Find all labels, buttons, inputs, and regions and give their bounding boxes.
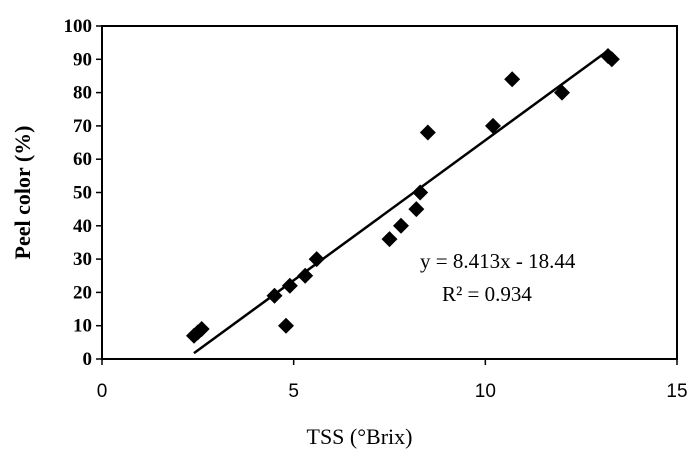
x-tick-label: 10: [475, 381, 496, 402]
trendline: [193, 49, 609, 355]
y-tick-label: 30: [73, 249, 92, 270]
data-point: [266, 287, 283, 304]
data-point: [554, 84, 570, 101]
data-point: [393, 217, 409, 234]
y-tick-label: 60: [73, 149, 92, 170]
y-tick-label: 70: [73, 116, 92, 137]
data-point: [419, 124, 436, 141]
plot-area: [101, 25, 678, 360]
y-tick-label: 50: [73, 183, 92, 204]
x-tick-label: 0: [97, 381, 108, 402]
data-point: [278, 317, 294, 334]
data-point: [408, 201, 425, 218]
data-points: [186, 47, 620, 344]
y-tick-label: 20: [73, 282, 92, 303]
y-tick-label: 90: [73, 49, 92, 70]
x-tick-label: 15: [666, 381, 687, 402]
data-point: [603, 51, 620, 68]
r-squared-label: R² = 0.934: [442, 282, 532, 306]
y-tick-label: 100: [64, 16, 93, 37]
y-tick-label: 0: [83, 349, 93, 370]
x-axis-label: TSS (°Brix): [307, 424, 413, 449]
data-point: [381, 231, 398, 248]
x-tick-label: 5: [288, 381, 299, 402]
y-tick-label: 80: [73, 83, 92, 104]
data-point: [297, 267, 314, 284]
x-axis-ticks: 0 5 10 15: [97, 359, 688, 402]
y-tick-label: 40: [73, 216, 92, 237]
data-point: [485, 117, 501, 134]
trendline-equation: y = 8.413x - 18.44: [420, 249, 576, 273]
y-tick-label: 10: [73, 316, 92, 337]
y-axis-label: Peel color (%): [10, 126, 35, 260]
data-point: [504, 71, 521, 88]
data-point: [193, 321, 210, 338]
data-point: [281, 277, 298, 294]
y-axis-ticks: 0 10 20 30 40 50 60 70 80 90 100: [64, 16, 102, 370]
data-point: [412, 184, 429, 201]
data-point: [308, 251, 325, 268]
